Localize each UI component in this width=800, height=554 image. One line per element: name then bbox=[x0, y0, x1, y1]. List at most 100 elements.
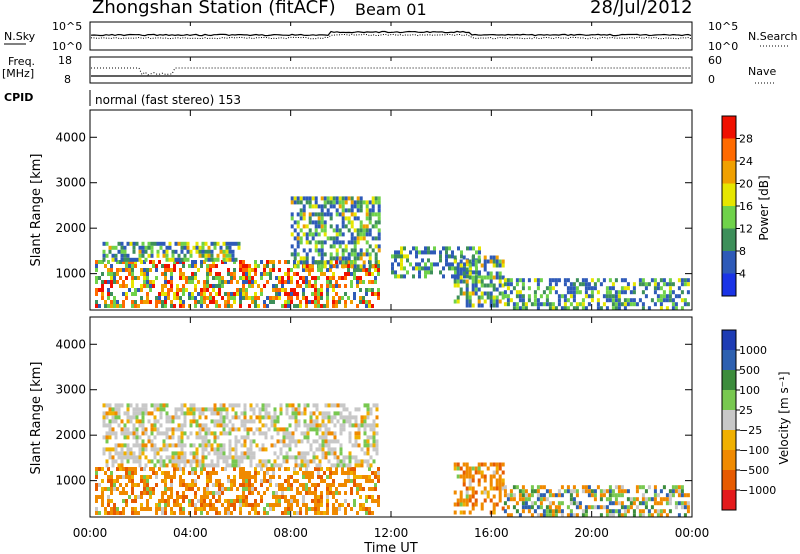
echo-cell bbox=[165, 431, 169, 436]
echo-cell bbox=[341, 196, 345, 201]
echo-cell bbox=[368, 487, 371, 491]
echo-cell bbox=[638, 485, 642, 490]
echo-cell bbox=[377, 212, 381, 217]
echo-cell bbox=[611, 302, 615, 307]
echo-cell bbox=[225, 463, 229, 468]
echo-cell bbox=[134, 495, 137, 499]
echo-cell bbox=[353, 252, 357, 257]
echo-cell bbox=[194, 479, 197, 483]
echo-cell bbox=[365, 252, 369, 257]
echo-cell bbox=[309, 415, 313, 420]
echo-cell bbox=[188, 483, 191, 487]
echo-cell bbox=[273, 415, 277, 420]
echo-cell bbox=[212, 264, 215, 268]
colorbar-tick-label: −25 bbox=[739, 424, 762, 437]
echo-cell bbox=[445, 246, 448, 251]
echo-cell bbox=[608, 509, 612, 514]
echo-cell bbox=[216, 257, 220, 262]
echo-cell bbox=[264, 407, 268, 412]
echo-cell bbox=[291, 439, 295, 444]
echo-cell bbox=[222, 447, 226, 452]
echo-cell bbox=[236, 499, 239, 503]
echo-cell bbox=[173, 268, 176, 272]
echo-cell bbox=[475, 250, 478, 255]
echo-cell bbox=[180, 245, 184, 250]
echo-cell bbox=[194, 284, 197, 288]
echo-cell bbox=[198, 463, 202, 468]
echo-cell bbox=[527, 298, 531, 303]
echo-cell bbox=[305, 503, 308, 507]
echo-cell bbox=[354, 423, 358, 428]
echo-cell bbox=[314, 260, 318, 265]
echo-cell bbox=[641, 290, 645, 295]
echo-cell bbox=[617, 493, 621, 498]
echo-cell bbox=[341, 200, 345, 205]
nave-label: Nave bbox=[748, 65, 776, 78]
echo-cell bbox=[480, 291, 484, 296]
echo-cell bbox=[224, 487, 227, 491]
echo-cell bbox=[371, 487, 374, 491]
echo-cell bbox=[186, 459, 190, 464]
echo-cell bbox=[605, 489, 609, 494]
echo-cell bbox=[215, 479, 218, 483]
echo-cell bbox=[341, 224, 345, 229]
echo-cell bbox=[662, 294, 666, 299]
echo-cell bbox=[231, 447, 235, 452]
echo-cell bbox=[224, 507, 227, 511]
echo-cell bbox=[305, 296, 308, 300]
echo-cell bbox=[260, 499, 263, 503]
echo-cell bbox=[593, 286, 597, 291]
echo-cell bbox=[335, 292, 338, 296]
echo-cell bbox=[108, 427, 112, 432]
echo-cell bbox=[680, 489, 684, 494]
echo-cell bbox=[221, 491, 224, 495]
echo-cell bbox=[545, 513, 549, 518]
echo-cell bbox=[353, 272, 356, 276]
echo-cell bbox=[194, 288, 197, 292]
echo-cell bbox=[222, 459, 226, 464]
echo-cell bbox=[147, 241, 151, 246]
echo-cell bbox=[506, 298, 510, 303]
echo-cell bbox=[281, 288, 284, 292]
echo-cell bbox=[354, 407, 358, 412]
colorbar-tick-label: 28 bbox=[739, 133, 753, 146]
echo-cell bbox=[249, 439, 253, 444]
echo-cell bbox=[125, 503, 128, 507]
echo-cell bbox=[197, 507, 200, 511]
echo-cell bbox=[581, 509, 585, 514]
echo-cell bbox=[282, 435, 286, 440]
echo-cell bbox=[224, 292, 227, 296]
echo-cell bbox=[377, 475, 380, 479]
echo-cell bbox=[258, 459, 262, 464]
echo-cell bbox=[324, 403, 328, 408]
echo-cell bbox=[108, 403, 112, 408]
echo-cell bbox=[492, 502, 496, 507]
echo-cell bbox=[170, 268, 173, 272]
echo-cell bbox=[647, 497, 651, 502]
echo-cell bbox=[132, 431, 136, 436]
echo-cell bbox=[128, 264, 131, 268]
echo-cell bbox=[456, 299, 460, 304]
echo-cell bbox=[509, 278, 513, 283]
echo-cell bbox=[290, 487, 293, 491]
echo-cell bbox=[189, 253, 193, 258]
echo-cell bbox=[209, 491, 212, 495]
echo-cell bbox=[164, 503, 167, 507]
echo-cell bbox=[95, 467, 98, 471]
echo-cell bbox=[368, 264, 372, 269]
echo-cell bbox=[191, 280, 194, 284]
echo-cell bbox=[365, 228, 369, 233]
echo-cell bbox=[263, 304, 266, 308]
echo-cell bbox=[207, 431, 211, 436]
echo-cell bbox=[239, 304, 242, 308]
echo-cell bbox=[254, 471, 257, 475]
echo-cell bbox=[659, 513, 663, 518]
echo-cell bbox=[501, 283, 505, 288]
echo-cell bbox=[246, 455, 250, 460]
echo-cell bbox=[350, 220, 354, 225]
echo-cell bbox=[560, 513, 564, 518]
echo-cell bbox=[164, 487, 167, 491]
echo-cell bbox=[194, 467, 197, 471]
echo-cell bbox=[231, 463, 235, 468]
echo-cell bbox=[356, 276, 359, 280]
